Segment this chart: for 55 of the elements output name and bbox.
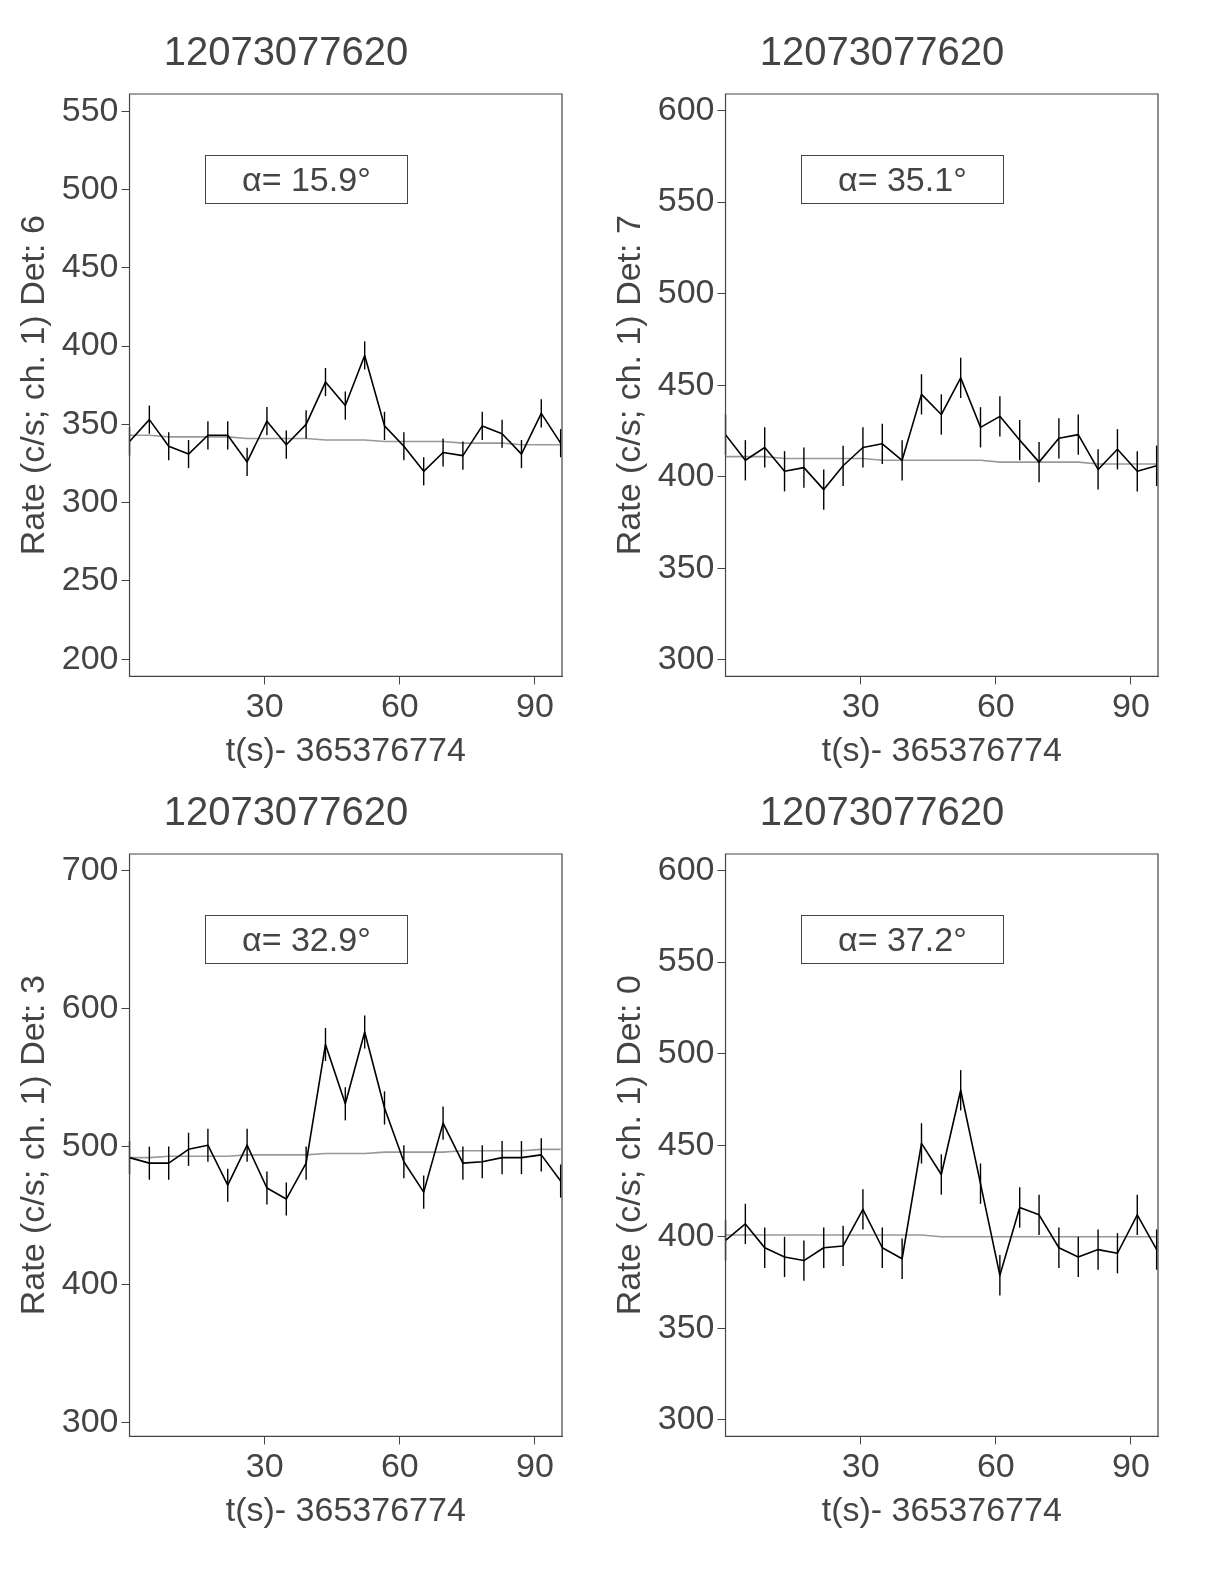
y-tick-label: 300 — [657, 638, 715, 677]
y-axis-title: Rate (c/s; ch. 1) Det: 3 — [12, 975, 51, 1316]
y-tick-label: 500 — [61, 1124, 119, 1163]
y-tick-label: 600 — [657, 88, 715, 127]
annotation: α= 32.9° — [205, 915, 408, 964]
chart-title: 12073077620 — [759, 29, 1005, 74]
y-tick-label: 500 — [657, 272, 715, 310]
y-tick-label: 350 — [657, 1306, 715, 1345]
x-tick-label: 60 — [976, 1446, 1015, 1485]
y-tick-label: 500 — [61, 167, 119, 206]
x-tick-label: 60 — [380, 1446, 419, 1485]
y-tick-label: 400 — [61, 324, 119, 363]
x-tick-label: 30 — [841, 1446, 880, 1485]
chart-title: 12073077620 — [759, 789, 1005, 834]
chart-title: 12073077620 — [163, 789, 409, 834]
x-tick-label: 90 — [1112, 1446, 1150, 1485]
y-axis-title: Rate (c/s; ch. 1) Det: 0 — [608, 975, 647, 1316]
y-tick-label: 200 — [61, 637, 119, 676]
y-tick-label: 450 — [657, 1123, 715, 1162]
y-tick-label: 600 — [61, 986, 119, 1025]
annotation: α= 35.1° — [801, 155, 1004, 204]
chart-title: 12073077620 — [163, 29, 409, 74]
y-tick-label: 700 — [61, 848, 119, 887]
y-tick-label: 300 — [61, 1400, 119, 1439]
y-tick-label: 550 — [657, 940, 715, 979]
annotation: α= 37.2° — [801, 915, 1004, 964]
y-tick-label: 450 — [61, 246, 119, 285]
x-tick-label: 30 — [245, 1446, 284, 1485]
x-axis-title: t(s)- 365376774 — [225, 729, 466, 768]
y-tick-label: 400 — [657, 455, 715, 494]
y-axis-title: Rate (c/s; ch. 1) Det: 7 — [608, 215, 647, 556]
x-tick-label: 30 — [245, 686, 284, 725]
annotation: α= 15.9° — [205, 155, 408, 204]
y-tick-label: 300 — [657, 1398, 715, 1437]
y-tick-label: 400 — [657, 1215, 715, 1254]
x-tick-label: 60 — [976, 686, 1015, 725]
y-tick-label: 350 — [657, 546, 715, 585]
y-tick-label: 550 — [61, 89, 119, 128]
x-axis-title: t(s)- 365376774 — [225, 1489, 466, 1528]
y-axis-title: Rate (c/s; ch. 1) Det: 6 — [12, 215, 51, 556]
y-tick-label: 600 — [657, 848, 715, 887]
x-axis-title: t(s)- 365376774 — [821, 1489, 1062, 1528]
y-tick-label: 250 — [61, 559, 119, 598]
x-tick-label: 60 — [380, 686, 419, 725]
y-tick-label: 350 — [61, 402, 119, 441]
x-tick-label: 90 — [516, 686, 554, 725]
y-tick-label: 550 — [657, 180, 715, 219]
y-tick-label: 400 — [61, 1262, 119, 1301]
y-tick-label: 450 — [657, 363, 715, 402]
x-tick-label: 90 — [1112, 686, 1150, 725]
y-tick-label: 300 — [61, 480, 119, 519]
x-axis-title: t(s)- 365376774 — [821, 729, 1062, 768]
x-tick-label: 30 — [841, 686, 880, 725]
y-tick-label: 500 — [657, 1032, 715, 1070]
x-tick-label: 90 — [516, 1446, 554, 1485]
